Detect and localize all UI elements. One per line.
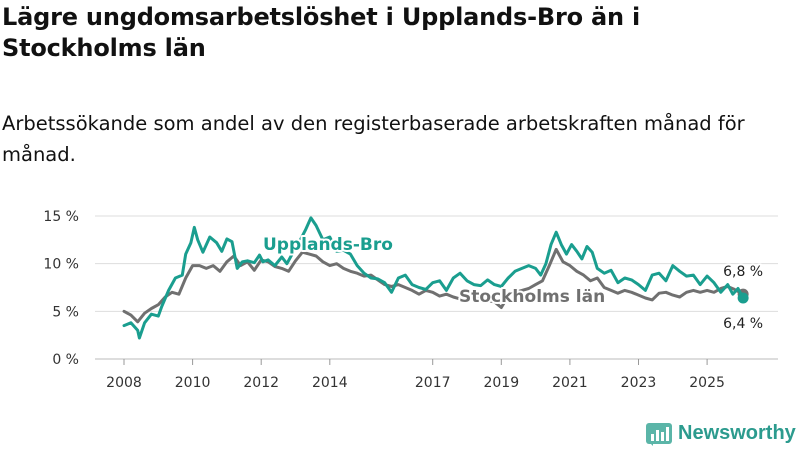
y-tick-label: 10 % (43, 257, 79, 273)
stockholm-end-value-label: 6,8 % (723, 264, 763, 280)
newsworthy-logo-icon (646, 423, 672, 446)
y-axis-ticks: 0 % 5 % 10 % 15 % (43, 209, 79, 368)
x-tick-label: 2012 (243, 375, 279, 391)
upplands-bro-line (122, 216, 745, 340)
x-tick-label: 2014 (312, 375, 348, 391)
upplands-bro-end-value-label: 6,4 % (723, 316, 763, 332)
stockholm-series-label: Stockholms län (459, 287, 605, 307)
x-tick-label: 2023 (621, 375, 657, 391)
chart-title: Lägre ungdomsarbetslöshet i Upplands-Bro… (2, 3, 641, 62)
series-labels: Upplands-Bro Stockholms län 6,8 % 6,4 % (261, 233, 765, 334)
x-tick-label: 2019 (483, 375, 519, 391)
upplands-bro-series-label: Upplands-Bro (263, 235, 393, 255)
series-lines (122, 216, 749, 340)
x-tick-label: 2017 (415, 375, 451, 391)
y-tick-label: 5 % (52, 304, 79, 320)
upplands-bro-end-point (737, 292, 749, 304)
x-tick-label: 2010 (175, 375, 211, 391)
y-tick-label: 15 % (43, 209, 79, 225)
x-axis-ticks: 2008 2010 2012 2014 2017 2019 2021 2023 2025 (106, 359, 725, 391)
newsworthy-logo[interactable]: Newsworthy (646, 420, 796, 446)
y-tick-label: 0 % (52, 352, 79, 368)
stockholm-line (122, 247, 745, 324)
x-tick-label: 2008 (106, 375, 142, 391)
newsworthy-logo-text: Newsworthy (678, 421, 796, 444)
x-tick-label: 2025 (689, 375, 725, 391)
chart-subtitle: Arbetssökande som andel av den registerb… (2, 112, 745, 166)
gridlines (95, 215, 778, 360)
x-tick-label: 2021 (552, 375, 588, 391)
